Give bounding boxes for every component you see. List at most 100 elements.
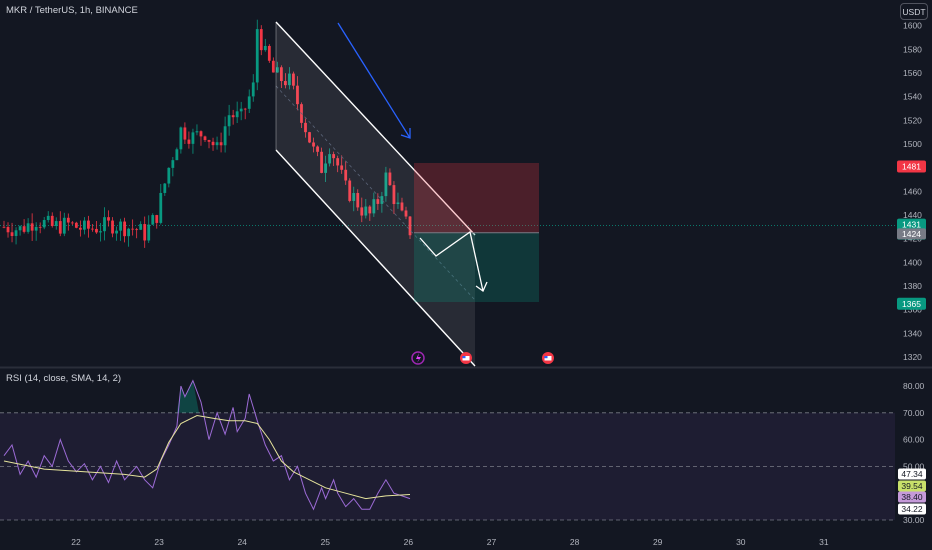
target-price-badge: 1365 xyxy=(902,299,921,309)
channel-lower-line xyxy=(275,149,476,367)
candle-body xyxy=(400,202,404,211)
rsi-tick-label: 80.00 xyxy=(903,381,925,391)
entry-price-badge-bg xyxy=(897,228,926,240)
take-profit-zone xyxy=(414,232,539,302)
candle-body xyxy=(62,217,66,234)
candle-body xyxy=(34,226,38,231)
candle-body xyxy=(360,207,364,216)
candle-body xyxy=(376,199,380,204)
candle-body xyxy=(163,183,167,193)
candle-body xyxy=(103,217,106,232)
candle-body xyxy=(175,149,179,161)
symbol-title: MKR / TetherUS, 1h, BINANCE xyxy=(6,5,138,16)
candle-body xyxy=(155,215,159,223)
rsi-value-badge: 38.40 xyxy=(901,492,923,502)
price-tick-label: 1560 xyxy=(903,68,922,78)
channel-fill xyxy=(276,22,475,366)
candle-body xyxy=(292,73,295,86)
candle-body xyxy=(26,223,30,232)
rsi-overbought-fill xyxy=(176,380,199,413)
price-tick-label: 1440 xyxy=(903,210,922,220)
candle-body xyxy=(30,223,34,231)
last-price-badge: 1431 xyxy=(902,220,921,230)
channel-mid-line xyxy=(275,85,476,301)
candle-body xyxy=(147,224,151,241)
candle-body xyxy=(372,199,376,214)
candle-body xyxy=(243,108,247,110)
candle-body xyxy=(6,227,10,233)
candle-body xyxy=(171,160,175,168)
date-tick-label: 23 xyxy=(154,537,164,547)
candle-body xyxy=(183,127,187,140)
candle-body xyxy=(275,67,279,73)
rsi-value-badge-bg xyxy=(898,480,926,492)
candle-body xyxy=(380,196,384,204)
candle-body xyxy=(231,115,235,118)
candle-body xyxy=(296,85,299,105)
date-tick-label: 22 xyxy=(71,537,81,547)
rsi-value-badge-bg xyxy=(898,468,926,480)
candle-body xyxy=(99,231,102,233)
candle-body xyxy=(312,142,315,147)
candle-body xyxy=(191,132,195,144)
date-tick-label: 26 xyxy=(404,537,414,547)
rsi-value-badge: 47.34 xyxy=(901,469,923,479)
candle-body xyxy=(332,154,336,159)
candle-body xyxy=(10,232,14,236)
candle-body xyxy=(119,221,122,231)
trend-arrowhead xyxy=(400,128,411,139)
price-tick-label: 1600 xyxy=(903,21,922,31)
candle-body xyxy=(42,220,46,228)
candle-body xyxy=(50,215,54,226)
rsi-tick-label: 30.00 xyxy=(903,515,925,525)
date-tick-label: 30 xyxy=(736,537,746,547)
candle-body xyxy=(251,82,255,97)
candle-body xyxy=(227,115,231,127)
candle-body xyxy=(288,73,291,86)
rsi-value-badge: 34.22 xyxy=(901,504,923,514)
target-price-badge-bg xyxy=(897,297,926,310)
candle-body xyxy=(38,226,42,228)
candle-body xyxy=(187,139,191,144)
candles xyxy=(2,19,412,248)
entry-price-badge: 1424 xyxy=(902,229,921,239)
candle-body xyxy=(211,141,215,146)
candle-body xyxy=(324,163,327,173)
candle-body xyxy=(115,230,118,234)
lightning-glyph xyxy=(416,353,421,363)
candle-body xyxy=(328,154,332,164)
candle-body xyxy=(267,45,271,61)
candle-body xyxy=(135,229,139,231)
rsi-tick-label: 50.00 xyxy=(903,461,925,471)
candle-body xyxy=(123,221,126,237)
candle-body xyxy=(404,210,408,217)
price-tick-label: 1340 xyxy=(903,328,922,338)
candle-body xyxy=(107,217,110,221)
candle-body xyxy=(139,224,143,230)
candle-body xyxy=(408,216,412,236)
stop-price-badge-bg xyxy=(897,160,926,173)
candle-body xyxy=(195,131,199,133)
price-tick-label: 1500 xyxy=(903,139,922,149)
candle-body xyxy=(279,67,283,82)
candle-body xyxy=(336,158,340,166)
price-tick-label: 1400 xyxy=(903,257,922,267)
rsi-indicator-label[interactable]: RSI (14, close, SMA, 14, 2) xyxy=(6,373,122,384)
candle-body xyxy=(284,81,287,86)
candle-body xyxy=(78,227,82,230)
candle-body xyxy=(348,180,352,201)
currency-button[interactable]: USDT xyxy=(900,3,928,20)
price-tick-label: 1540 xyxy=(903,92,922,102)
candle-body xyxy=(131,228,135,230)
candle-body xyxy=(18,226,22,231)
price-tick-label: 1380 xyxy=(903,281,922,291)
date-tick-label: 28 xyxy=(570,537,580,547)
candle-body xyxy=(74,222,78,228)
candle-body xyxy=(344,169,348,181)
candle-body xyxy=(255,29,259,83)
candle-body xyxy=(66,217,70,223)
candle-body xyxy=(2,226,6,228)
candle-body xyxy=(340,165,344,170)
flag-canton xyxy=(462,356,466,359)
